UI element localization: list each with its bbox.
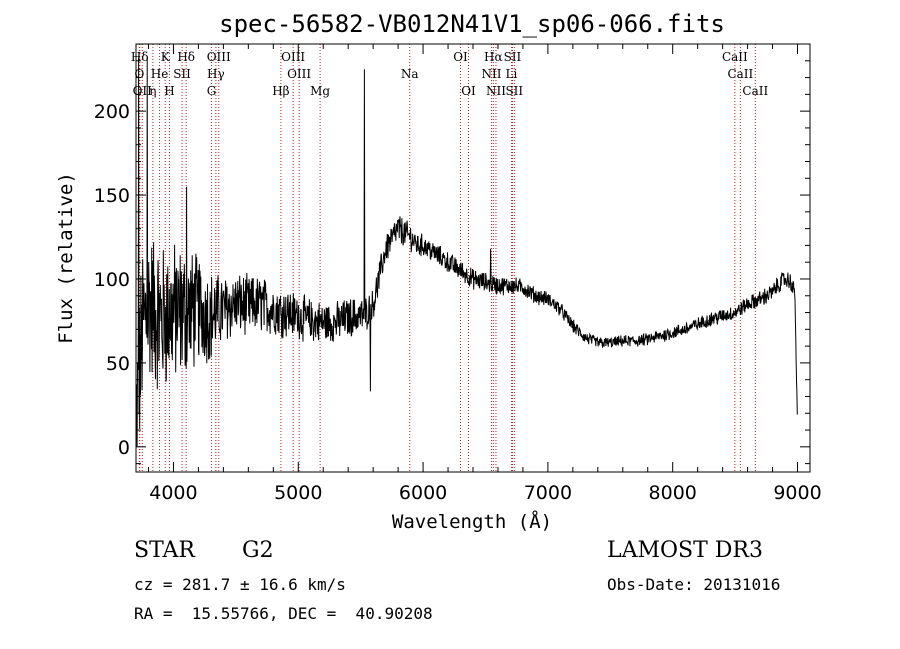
line-markers <box>138 44 756 472</box>
x-tick-label: 5000 <box>274 482 322 504</box>
x-tick-label: 6000 <box>399 482 447 504</box>
y-tick-label: 0 <box>118 437 130 459</box>
line-label: SII <box>173 67 191 81</box>
redshift-text: cz = 281.7 ± 16.6 km/s <box>134 575 346 594</box>
obs-date: Obs-Date: 20131016 <box>607 575 781 594</box>
object-subclass: G2 <box>242 538 274 563</box>
line-label: OI <box>453 50 468 64</box>
object-class: STAR <box>134 538 195 563</box>
y-tick-label: 100 <box>94 269 130 291</box>
line-label: G <box>207 84 217 98</box>
x-tick-label: 9000 <box>773 482 821 504</box>
x-axis-label: Wavelength (Å) <box>392 510 552 533</box>
y-tick-label: 200 <box>94 101 130 123</box>
line-label: CaII <box>742 84 768 98</box>
line-label: OIII <box>207 50 231 64</box>
x-tick-label: 8000 <box>649 482 697 504</box>
line-label: NII <box>486 84 506 98</box>
line-label: O <box>134 67 144 81</box>
line-label: He <box>151 67 169 81</box>
line-label: K <box>161 50 171 64</box>
line-label: Hα <box>484 50 503 64</box>
survey-name: LAMOST DR3 <box>607 538 763 563</box>
x-tick-label: 4000 <box>149 482 197 504</box>
line-label: Hδ <box>177 50 195 64</box>
line-label: Mg <box>310 84 330 98</box>
line-label: SII <box>505 84 523 98</box>
line-label: CaII <box>722 50 748 64</box>
line-label: H <box>164 84 174 98</box>
line-label: CaII <box>727 67 753 81</box>
coordinates: RA = 15.55766, DEC = 40.90208 <box>134 604 433 623</box>
line-label: OI <box>461 84 476 98</box>
line-label: Na <box>401 67 419 81</box>
spectrum-line <box>135 57 798 447</box>
line-label: Li <box>506 67 518 81</box>
line-label: Hγ <box>207 67 225 81</box>
line-label: η <box>149 84 156 98</box>
x-tick-label: 7000 <box>524 482 572 504</box>
y-tick-label: 50 <box>106 353 130 375</box>
line-label: Hβ <box>272 84 289 98</box>
chart-title: spec-56582-VB012N41V1_sp06-066.fits <box>219 10 725 38</box>
line-label: NII <box>481 67 501 81</box>
line-label: OIII <box>287 67 311 81</box>
line-label: OIII <box>281 50 305 64</box>
line-label: SII <box>504 50 522 64</box>
line-label: Hδ <box>131 50 149 64</box>
axis-ticks: 4000 5000 6000 7000 8000 9000 0 50 100 150 200 <box>94 44 822 504</box>
plot-frame <box>135 43 811 473</box>
y-tick-label: 150 <box>94 185 130 207</box>
y-axis-label: Flux (relative) <box>55 172 77 344</box>
spectrum <box>135 57 798 447</box>
